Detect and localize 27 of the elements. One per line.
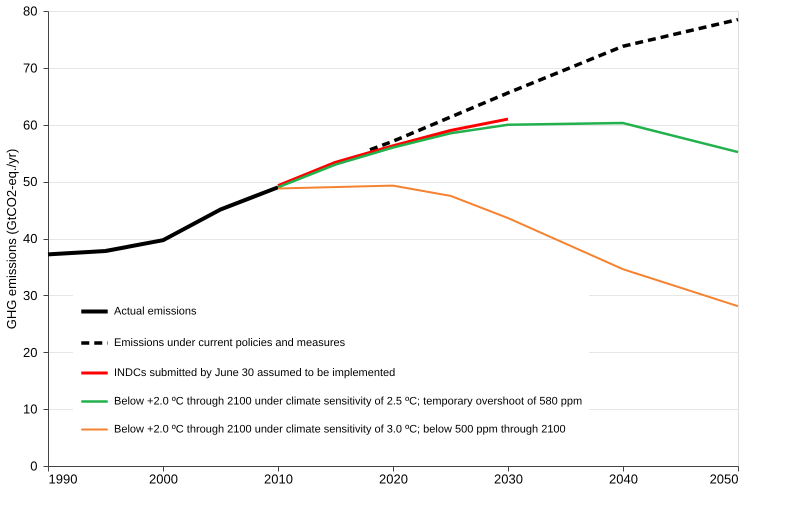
x-tick-label: 2000 [149, 472, 178, 486]
legend-label: Actual emissions [114, 306, 198, 318]
y-tick-label: 80 [23, 4, 38, 18]
legend-label: Below +2.0 ºC through 2100 under climate sensitivity of 2.5 ºC; temporary overshoot of 580 ppm [114, 396, 582, 408]
legend-label: Below +2.0 ºC through 2100 under climate sensitivity of 3.0 ºC; below 500 ppm through 2100 [114, 424, 566, 436]
y-tick-label: 60 [23, 117, 38, 132]
x-tick-label: 2050 [710, 472, 738, 486]
y-tick-label: 0 [30, 458, 38, 474]
x-tick-label: 1990 [48, 472, 78, 486]
y-axis-title: GHG emissions (GtCO2-eq./yr) [4, 148, 20, 330]
y-tick-label: 40 [23, 231, 38, 246]
x-tick-label: 2020 [379, 472, 408, 486]
x-tick-label: 2030 [494, 472, 523, 486]
legend-label: Emissions under current policies and measures [114, 337, 346, 349]
x-tick-label: 2040 [609, 472, 638, 486]
y-tick-label: 70 [23, 60, 38, 76]
line-series [368, 18, 740, 152]
y-tick-label: 30 [23, 288, 38, 303]
line-series [276, 118, 510, 188]
y-tick-label: 10 [23, 402, 38, 417]
y-tick-label: 20 [23, 344, 38, 360]
line-series [276, 122, 740, 189]
line-series [277, 184, 739, 308]
y-tick-label: 50 [23, 174, 38, 190]
x-tick-label: 2010 [264, 472, 293, 486]
line-series [46, 185, 280, 256]
legend-label: INDCs submitted by June 30 assumed to be implemented [114, 367, 396, 379]
